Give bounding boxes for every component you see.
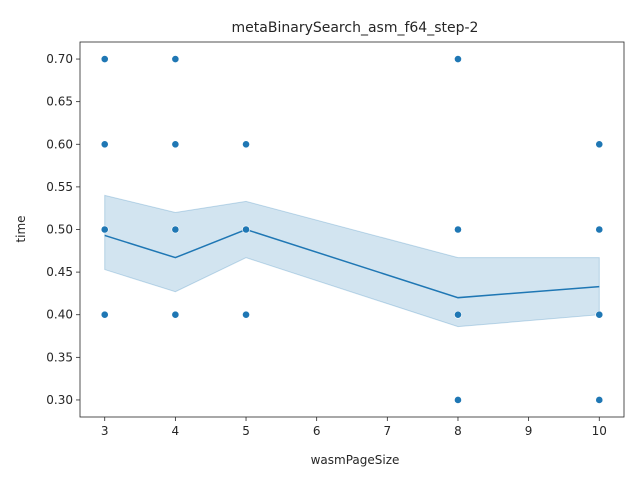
data-point xyxy=(171,225,180,234)
x-tick-label: 5 xyxy=(242,424,250,438)
data-point xyxy=(100,225,109,234)
data-point xyxy=(100,140,109,149)
y-tick-label: 0.30 xyxy=(46,393,73,407)
y-axis-label: time xyxy=(14,215,28,242)
y-tick-label: 0.50 xyxy=(46,223,73,237)
data-point xyxy=(100,310,109,319)
data-point xyxy=(242,140,250,149)
y-tick-label: 0.70 xyxy=(46,52,73,66)
x-axis-label: wasmPageSize xyxy=(311,453,400,467)
y-tick-label: 0.40 xyxy=(46,308,73,322)
data-point xyxy=(454,225,462,234)
chart-title: metaBinarySearch_asm_f64_step-2 xyxy=(232,20,479,36)
data-point xyxy=(595,140,604,149)
y-tick-label: 0.65 xyxy=(46,95,73,109)
data-point xyxy=(242,225,250,234)
y-tick-label: 0.45 xyxy=(46,265,73,279)
x-tick-label: 6 xyxy=(313,424,321,438)
data-point xyxy=(454,396,462,404)
data-point xyxy=(595,310,604,319)
x-tick-label: 4 xyxy=(172,424,180,438)
y-tick-label: 0.35 xyxy=(46,350,73,364)
data-point xyxy=(171,55,180,63)
data-point xyxy=(242,310,250,319)
data-point xyxy=(595,225,604,234)
ticks: 3 4 5 6 7 8 9 10 0.30 0.35 0.40 0.45 0.50 0.55 0.60 0.6… xyxy=(46,52,607,438)
data-point xyxy=(171,310,180,319)
x-tick-label: 9 xyxy=(525,424,533,438)
data-point xyxy=(171,140,180,149)
confidence-band-layer xyxy=(104,194,600,328)
data-point xyxy=(454,55,462,63)
data-points-layer xyxy=(100,55,604,404)
x-tick-label: 10 xyxy=(592,424,607,438)
data-point xyxy=(100,55,109,63)
confidence-band xyxy=(104,194,600,328)
y-tick-label: 0.55 xyxy=(46,180,73,194)
x-tick-label: 3 xyxy=(101,424,109,438)
data-point xyxy=(595,396,604,404)
x-tick-label: 7 xyxy=(384,424,392,438)
y-tick-label: 0.60 xyxy=(46,137,73,151)
data-point xyxy=(454,310,462,319)
x-tick-label: 8 xyxy=(454,424,462,438)
